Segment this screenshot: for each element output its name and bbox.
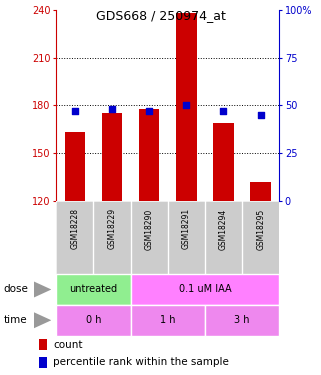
Bar: [139, 109, 159, 201]
Bar: [102, 113, 122, 201]
Text: time: time: [3, 315, 27, 325]
Point: [109, 106, 115, 112]
Polygon shape: [34, 312, 51, 328]
Bar: [213, 123, 234, 201]
Bar: [205, 305, 279, 336]
Bar: [131, 305, 205, 336]
Point: [184, 102, 189, 108]
Bar: [176, 13, 196, 201]
Text: GDS668 / 250974_at: GDS668 / 250974_at: [96, 9, 225, 22]
Text: GSM18229: GSM18229: [108, 209, 117, 249]
Text: GSM18295: GSM18295: [256, 209, 265, 250]
Text: 0 h: 0 h: [86, 315, 101, 325]
Text: percentile rank within the sample: percentile rank within the sample: [53, 357, 229, 368]
Text: 1 h: 1 h: [160, 315, 176, 325]
Point: [221, 108, 226, 114]
Point: [147, 108, 152, 114]
Text: GSM18290: GSM18290: [145, 209, 154, 250]
Text: untreated: untreated: [69, 285, 117, 294]
Bar: [65, 132, 85, 201]
Text: GSM18294: GSM18294: [219, 209, 228, 250]
Bar: [131, 274, 279, 305]
Bar: [39, 357, 47, 368]
Bar: [56, 274, 131, 305]
Text: count: count: [53, 339, 82, 350]
Text: 0.1 uM IAA: 0.1 uM IAA: [178, 285, 231, 294]
Point: [72, 108, 77, 114]
Text: 3 h: 3 h: [234, 315, 250, 325]
Text: GSM18228: GSM18228: [70, 209, 79, 249]
Text: dose: dose: [3, 285, 28, 294]
Polygon shape: [34, 281, 51, 298]
Bar: [56, 305, 131, 336]
Text: GSM18291: GSM18291: [182, 209, 191, 249]
Point: [258, 112, 263, 118]
Bar: [39, 339, 47, 350]
Bar: [250, 182, 271, 201]
